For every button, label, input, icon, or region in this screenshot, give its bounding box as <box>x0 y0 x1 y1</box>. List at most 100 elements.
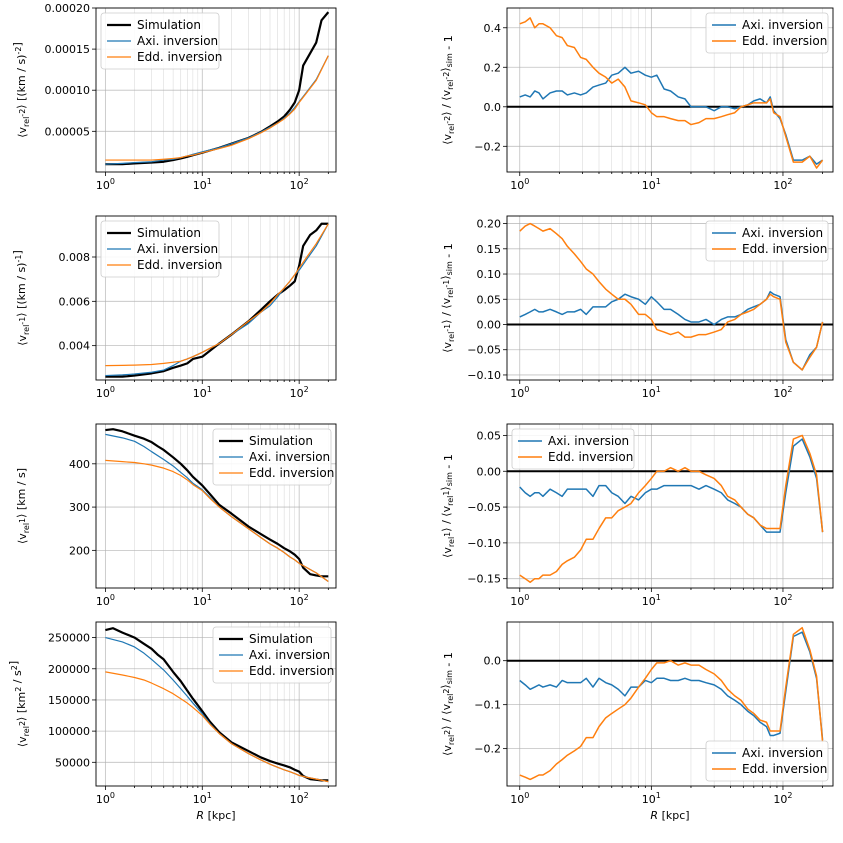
series-line-edd-inversion <box>519 222 824 371</box>
x-tick-label: 102 <box>773 177 792 192</box>
y-tick-label: 0.0 <box>484 655 502 668</box>
x-tick-label: 102 <box>773 791 792 806</box>
legend-box <box>212 626 332 684</box>
axes-frame <box>506 7 834 173</box>
y-tick-label: 0.008 <box>59 251 91 264</box>
y-tick-label: 0.0 <box>484 101 502 114</box>
legend-box <box>100 220 220 278</box>
y-axis-label: ⟨vrel-2⟩ [(km / s)-2] <box>11 42 31 138</box>
legend: Simulation Axi. inversion Edd. inversion <box>100 220 222 278</box>
panel-p5: 100 101 102 200 300 400 ⟨vrel1⟩ [km / s] Simula… <box>15 423 337 608</box>
x-tick-label: 101 <box>642 791 661 806</box>
legend-entry-axi-inversion: Axi. inversion <box>742 746 823 760</box>
legend-entry-edd-inversion: Edd. inversion <box>742 242 827 256</box>
legend-box <box>705 220 829 262</box>
panel-p3: 100 101 102 0.004 0.006 0.008 ⟨vrel-1⟩ [(km / … <box>11 215 337 400</box>
panel-p6: 100 101 102 −0.15 −0.10 −0.05 0.00 0.05 ⟨vrel1⟩ … <box>439 423 834 608</box>
y-tick-label: 0.2 <box>484 61 502 74</box>
x-tick-label: 102 <box>290 177 309 192</box>
legend: Simulation Axi. inversion Edd. inversion <box>100 12 222 70</box>
panel-p1: 100 101 102 0.00005 0.00010 0.00015 0.00020 ⟨vr… <box>11 2 337 192</box>
y-tick-label: 0.006 <box>59 295 91 308</box>
y-tick-label: 0.00 <box>477 465 502 478</box>
y-tick-label: −0.2 <box>474 140 501 153</box>
legend-entry-edd-inversion: Edd. inversion <box>249 466 334 480</box>
x-tick-label: 100 <box>510 593 529 608</box>
y-axis-label: ⟨vrel2⟩ [km2 / s2] <box>7 661 31 747</box>
x-tick-label: 101 <box>193 177 212 192</box>
y-axis-label: ⟨vrel2⟩ / ⟨vrel2⟩sim - 1 <box>439 652 456 756</box>
y-tick-label: −0.15 <box>467 573 501 586</box>
legend-entry-edd-inversion: Edd. inversion <box>137 258 222 272</box>
x-tick-label: 102 <box>773 385 792 400</box>
x-tick-label: 101 <box>642 593 661 608</box>
x-tick-label: 100 <box>96 385 115 400</box>
y-axis-label: ⟨vrel-1⟩ [(km / s)-1] <box>11 250 31 346</box>
y-tick-label: 150000 <box>48 694 90 707</box>
axes-frame <box>95 621 337 787</box>
y-tick-label: 0.00015 <box>45 43 91 56</box>
y-axis-label: ⟨vrel-1⟩ / ⟨vrel-1⟩sim - 1 <box>439 243 456 353</box>
x-tick-label: 100 <box>96 791 115 806</box>
y-axis-label: ⟨vrel1⟩ [km / s] <box>15 468 31 544</box>
x-tick-label: 101 <box>642 385 661 400</box>
x-axis-label: R [kpc] <box>650 809 689 822</box>
axes-frame <box>506 621 834 787</box>
y-axis-label: ⟨vrel1⟩ / ⟨vrel1⟩sim - 1 <box>439 454 456 558</box>
y-tick-label: 200000 <box>48 663 90 676</box>
y-tick-label: 0.00005 <box>45 125 91 138</box>
legend-entry-axi-inversion: Axi. inversion <box>249 648 330 662</box>
x-tick-label: 101 <box>642 177 661 192</box>
legend-entry-edd-inversion: Edd. inversion <box>548 450 633 464</box>
legend: Axi. inversion Edd. inversion <box>705 12 829 54</box>
series-line-axi-inversion <box>519 290 824 371</box>
series-line-edd-inversion <box>105 459 329 582</box>
legend-box <box>212 428 332 486</box>
x-tick-label: 101 <box>193 593 212 608</box>
y-tick-label: 0.00020 <box>45 2 91 15</box>
series-line-axi-inversion <box>105 55 329 165</box>
panel-p2: 100 101 102 −0.2 0.0 0.2 0.4 ⟨vrel-2⟩ / ⟨vrel-2… <box>439 7 834 192</box>
panel-p7: 100 101 102 50000 100000 150000 200000 250000 ⟨v… <box>7 621 337 822</box>
y-tick-label: 200 <box>69 544 90 557</box>
y-tick-label: 0.05 <box>477 293 502 306</box>
series-line-axi-inversion <box>519 631 824 740</box>
x-tick-label: 102 <box>773 593 792 608</box>
legend-entry-edd-inversion: Edd. inversion <box>742 34 827 48</box>
axes-frame <box>95 423 337 589</box>
x-tick-label: 100 <box>510 385 529 400</box>
series-line-edd-inversion <box>105 671 329 783</box>
y-axis-label: ⟨vrel-2⟩ / ⟨vrel-2⟩sim - 1 <box>439 35 456 145</box>
series-line-edd-inversion <box>105 55 329 161</box>
legend-entry-axi-inversion: Axi. inversion <box>548 434 629 448</box>
legend-entry-axi-inversion: Axi. inversion <box>249 450 330 464</box>
x-tick-label: 101 <box>193 385 212 400</box>
axes-frame <box>506 423 834 589</box>
legend-entry-axi-inversion: Axi. inversion <box>137 34 218 48</box>
series-line-edd-inversion <box>519 626 824 781</box>
legend: Axi. inversion Edd. inversion <box>705 740 829 782</box>
y-tick-label: −0.05 <box>467 501 501 514</box>
y-tick-label: −0.10 <box>467 537 501 550</box>
y-tick-label: 0.05 <box>477 429 502 442</box>
series-line-edd-inversion <box>105 223 329 367</box>
y-tick-label: 0.00 <box>477 318 502 331</box>
legend: Simulation Axi. inversion Edd. inversion <box>212 428 334 486</box>
series-line-axi-inversion <box>519 438 824 533</box>
legend-entry-simulation: Simulation <box>137 226 201 240</box>
y-tick-label: 50000 <box>55 756 90 769</box>
legend-entry-edd-inversion: Edd. inversion <box>742 762 827 776</box>
y-tick-label: 250000 <box>48 632 90 645</box>
y-tick-label: 100000 <box>48 725 90 738</box>
x-axis-label: R [kpc] <box>196 809 235 822</box>
series-line-simulation <box>105 428 329 578</box>
legend-box <box>100 12 220 70</box>
legend: Simulation Axi. inversion Edd. inversion <box>212 626 334 684</box>
x-tick-label: 102 <box>290 791 309 806</box>
legend-entry-axi-inversion: Axi. inversion <box>137 242 218 256</box>
x-tick-label: 100 <box>510 177 529 192</box>
x-tick-label: 101 <box>193 791 212 806</box>
legend-entry-edd-inversion: Edd. inversion <box>249 664 334 678</box>
x-tick-label: 100 <box>96 593 115 608</box>
y-tick-label: 0.4 <box>484 22 502 35</box>
